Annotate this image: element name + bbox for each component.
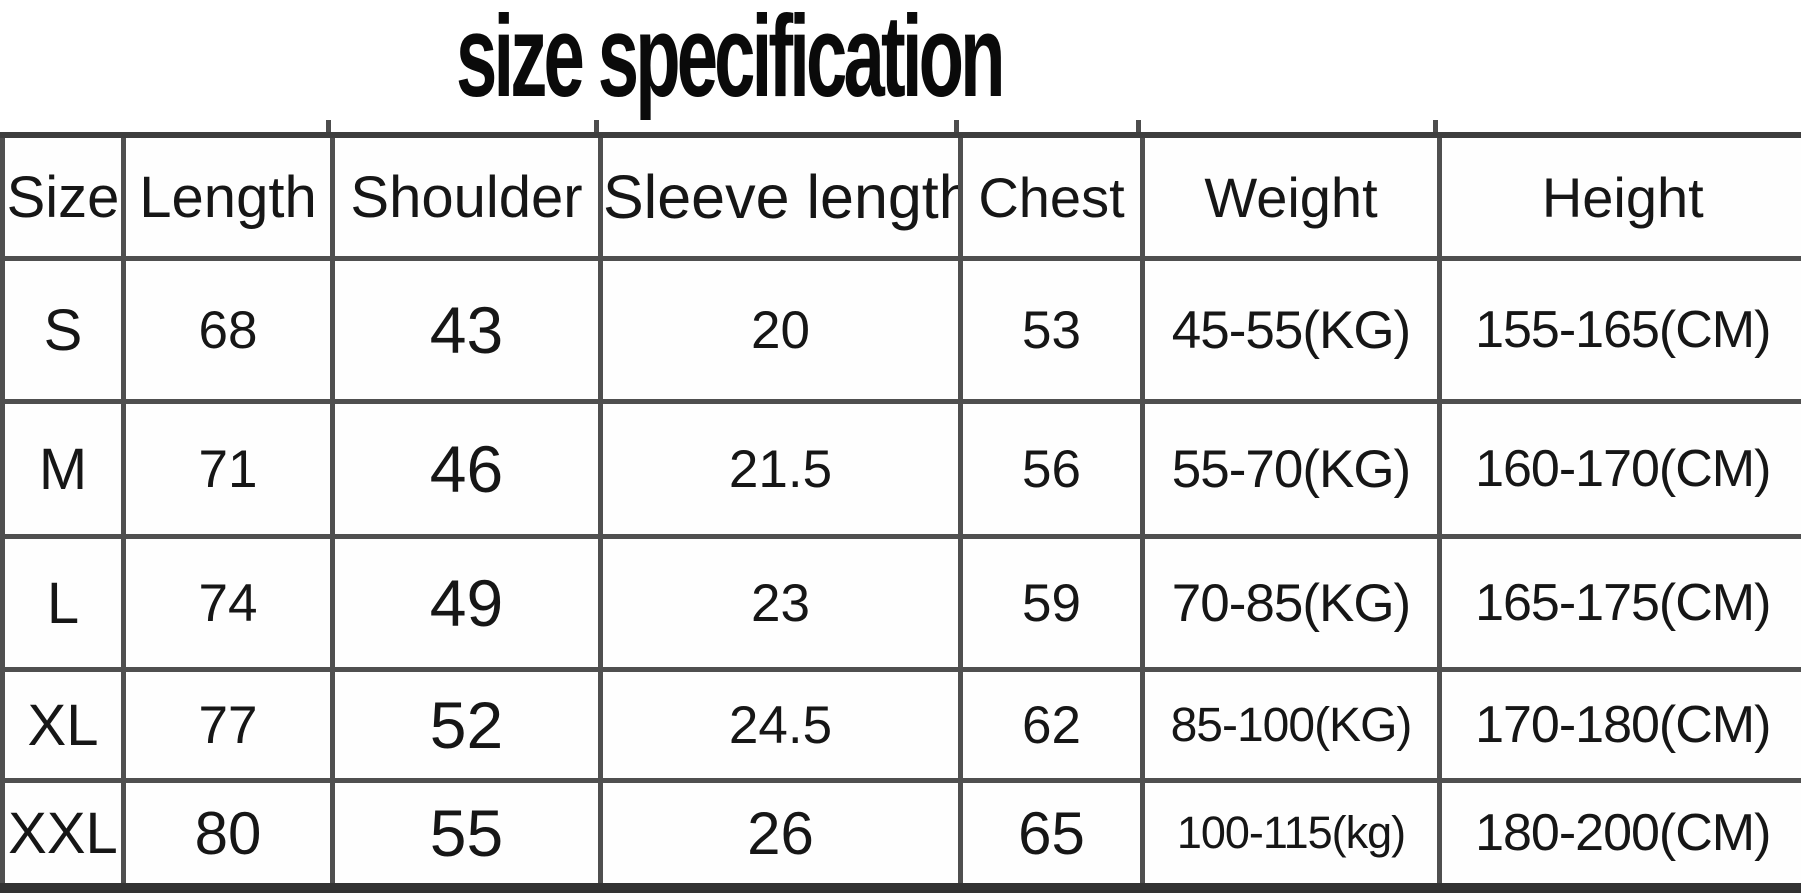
table-row-xxl: XXL 80 55 26 65 100-115(kg) 180-200(CM) (0, 780, 1801, 888)
grid-tick (1433, 120, 1438, 134)
cell-size: L (0, 536, 126, 672)
cell-length: 77 (123, 669, 335, 783)
cell-height: 170-180(CM) (1439, 669, 1801, 783)
cell-length: 80 (123, 780, 335, 888)
size-table: Size Length Shoulder Sleeve length Chest… (0, 132, 1801, 893)
cell-height: 160-170(CM) (1439, 401, 1801, 539)
cell-sleeve-length: 23 (600, 536, 963, 672)
cell-shoulder: 55 (332, 780, 603, 888)
column-header-height: Height (1439, 135, 1801, 261)
table-row-xl: XL 77 52 24.5 62 85-100(KG) 170-180(CM) (0, 669, 1801, 783)
column-header-chest: Chest (960, 135, 1145, 261)
cell-weight: 55-70(KG) (1142, 401, 1442, 539)
grid-tick (594, 120, 599, 134)
table-row-l: L 74 49 23 59 70-85(KG) 165-175(CM) (0, 536, 1801, 672)
cell-weight: 85-100(KG) (1142, 669, 1442, 783)
cell-sleeve-length: 20 (600, 258, 963, 404)
cell-size: S (0, 258, 126, 404)
cell-length: 74 (123, 536, 335, 672)
grid-tick (326, 120, 331, 134)
cell-shoulder: 52 (332, 669, 603, 783)
grid-tick (954, 120, 959, 134)
cell-chest: 59 (960, 536, 1145, 672)
cell-length: 71 (123, 401, 335, 539)
column-header-size: Size (0, 135, 126, 261)
cell-weight: 45-55(KG) (1142, 258, 1442, 404)
grid-tick (1136, 120, 1141, 134)
cell-chest: 62 (960, 669, 1145, 783)
page-title: size specification (456, 0, 1005, 121)
cell-shoulder: 46 (332, 401, 603, 539)
column-header-length: Length (123, 135, 335, 261)
cell-size: M (0, 401, 126, 539)
column-header-shoulder: Shoulder (332, 135, 603, 261)
cell-chest: 53 (960, 258, 1145, 404)
table-row-m: M 71 46 21.5 56 55-70(KG) 160-170(CM) (0, 401, 1801, 539)
cell-weight: 70-85(KG) (1142, 536, 1442, 672)
cell-chest: 56 (960, 401, 1145, 539)
table-header-row: Size Length Shoulder Sleeve length Chest… (0, 135, 1801, 261)
table-row-s: S 68 43 20 53 45-55(KG) 155-165(CM) (0, 258, 1801, 404)
cell-shoulder: 43 (332, 258, 603, 404)
cell-height: 155-165(CM) (1439, 258, 1801, 404)
cell-size: XXL (0, 780, 126, 888)
cell-height: 180-200(CM) (1439, 780, 1801, 888)
cell-size: XL (0, 669, 126, 783)
cell-weight: 100-115(kg) (1142, 780, 1442, 888)
cell-chest: 65 (960, 780, 1145, 888)
cell-sleeve-length: 26 (600, 780, 963, 888)
cell-length: 68 (123, 258, 335, 404)
cell-sleeve-length: 21.5 (600, 401, 963, 539)
cell-shoulder: 49 (332, 536, 603, 672)
column-header-sleeve-length: Sleeve length (600, 135, 963, 261)
cell-sleeve-length: 24.5 (600, 669, 963, 783)
column-header-weight: Weight (1142, 135, 1442, 261)
cell-height: 165-175(CM) (1439, 536, 1801, 672)
